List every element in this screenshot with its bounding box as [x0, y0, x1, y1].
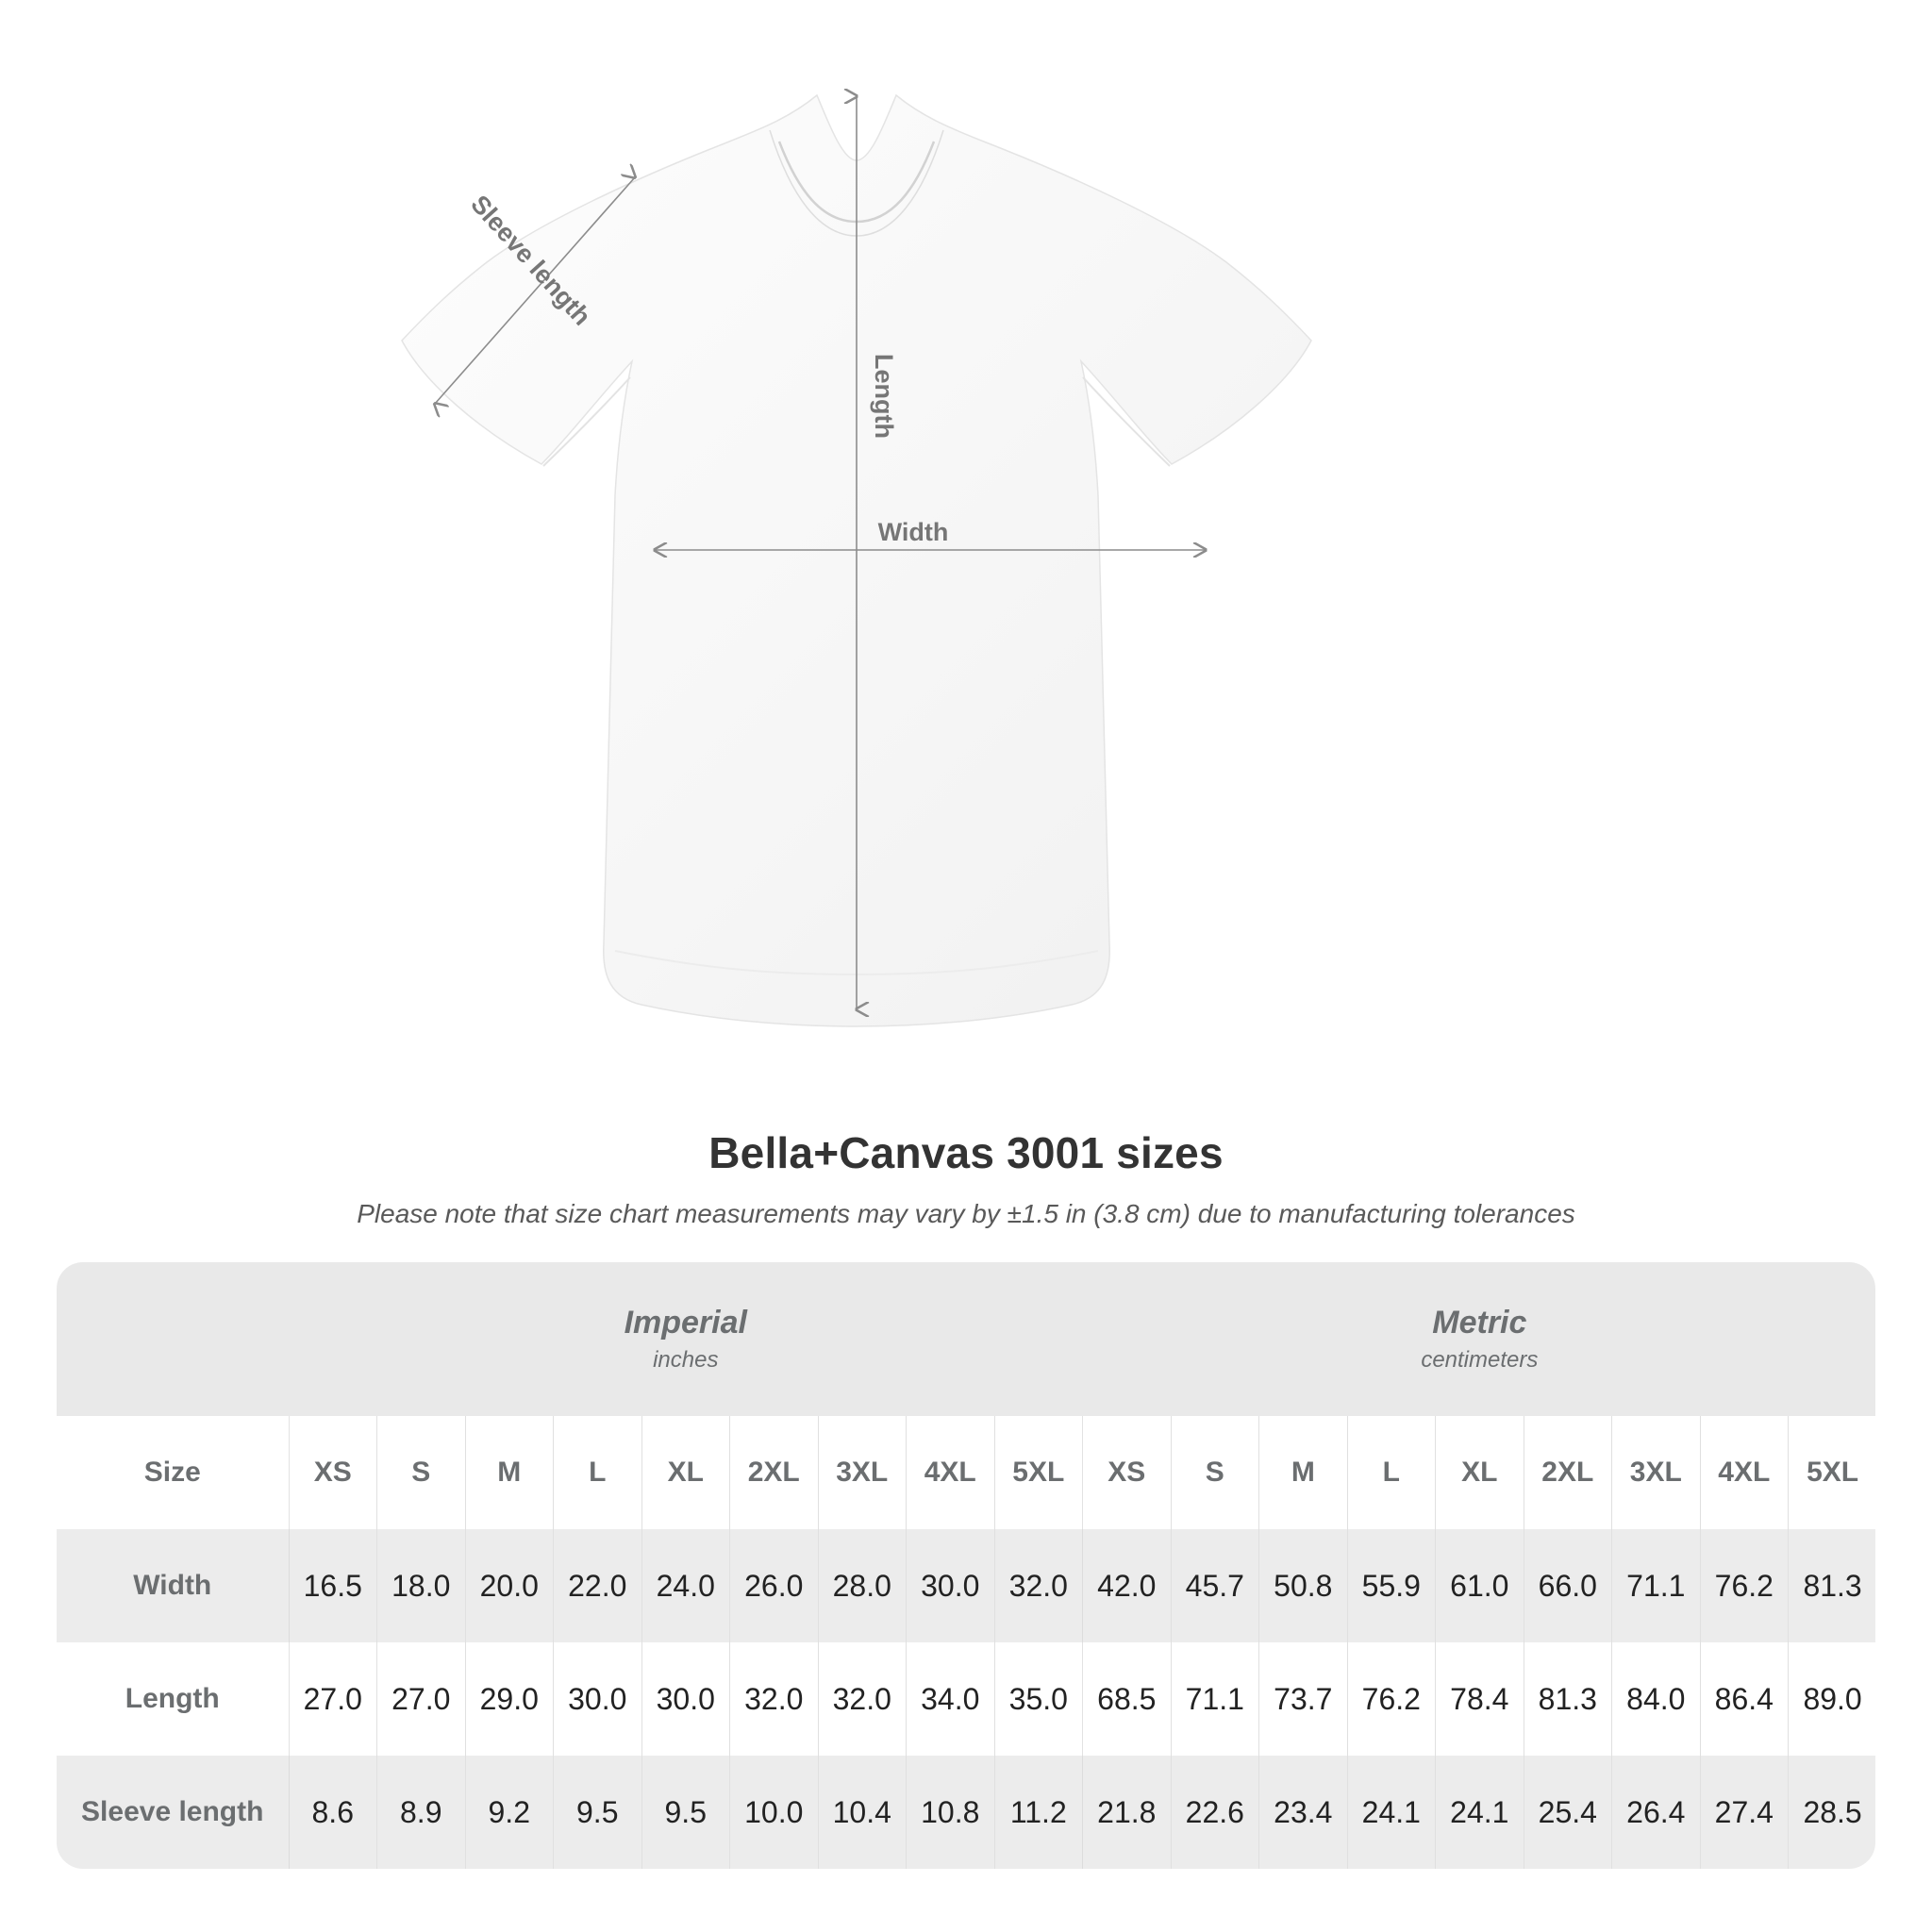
svg-text:Length: Length — [870, 354, 898, 439]
svg-text:Width: Width — [878, 518, 949, 546]
